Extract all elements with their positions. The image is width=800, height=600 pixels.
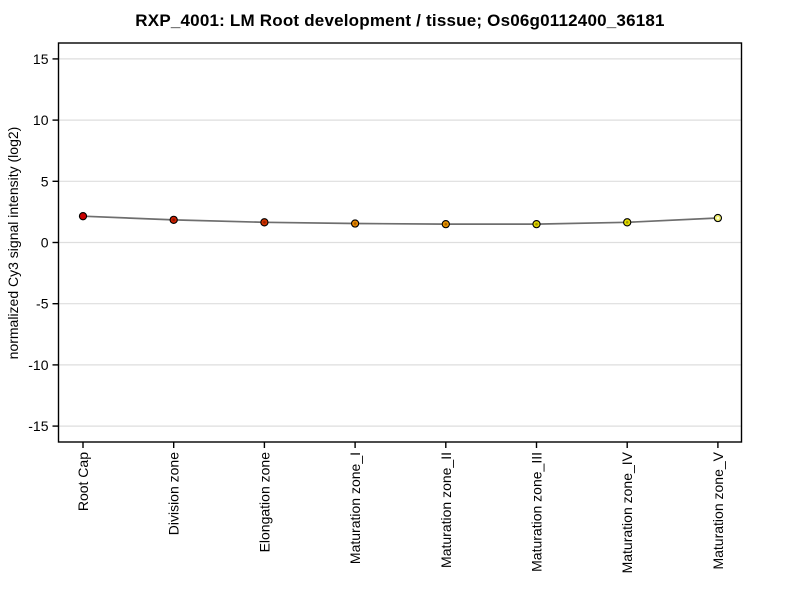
- x-category-label: Maturation zone_II: [438, 452, 454, 568]
- x-category-label: Maturation zone_V: [710, 451, 726, 569]
- y-tick-label: -10: [28, 357, 48, 373]
- x-category-label: Maturation zone_IV: [619, 451, 635, 573]
- x-category-label: Root Cap: [75, 452, 91, 511]
- data-point-center: [263, 221, 266, 224]
- data-point-center: [172, 218, 175, 222]
- data-point-center: [716, 216, 720, 220]
- chart-title: RXP_4001: LM Root development / tissue; …: [135, 11, 665, 30]
- x-category-label: Division zone: [166, 452, 182, 535]
- y-tick-label: 10: [33, 112, 49, 128]
- y-tick-label: -15: [28, 418, 48, 434]
- y-tick-label: 5: [41, 173, 49, 189]
- x-category-label: Maturation zone_III: [529, 452, 545, 572]
- data-point-center: [625, 221, 629, 224]
- y-tick-label: 15: [33, 51, 49, 67]
- data-point-center: [353, 222, 357, 225]
- data-line: [82, 215, 718, 225]
- x-category-label: Maturation zone_I: [347, 452, 363, 564]
- data-point: [78, 212, 88, 221]
- data-point-center: [535, 222, 538, 226]
- x-category-label: Elongation zone: [256, 452, 272, 553]
- data-point-center: [444, 222, 448, 226]
- y-axis-label: normalized Cy3 signal intensity (log2): [5, 126, 21, 360]
- y-tick-label: -5: [36, 296, 49, 312]
- y-tick-label: 0: [41, 235, 49, 251]
